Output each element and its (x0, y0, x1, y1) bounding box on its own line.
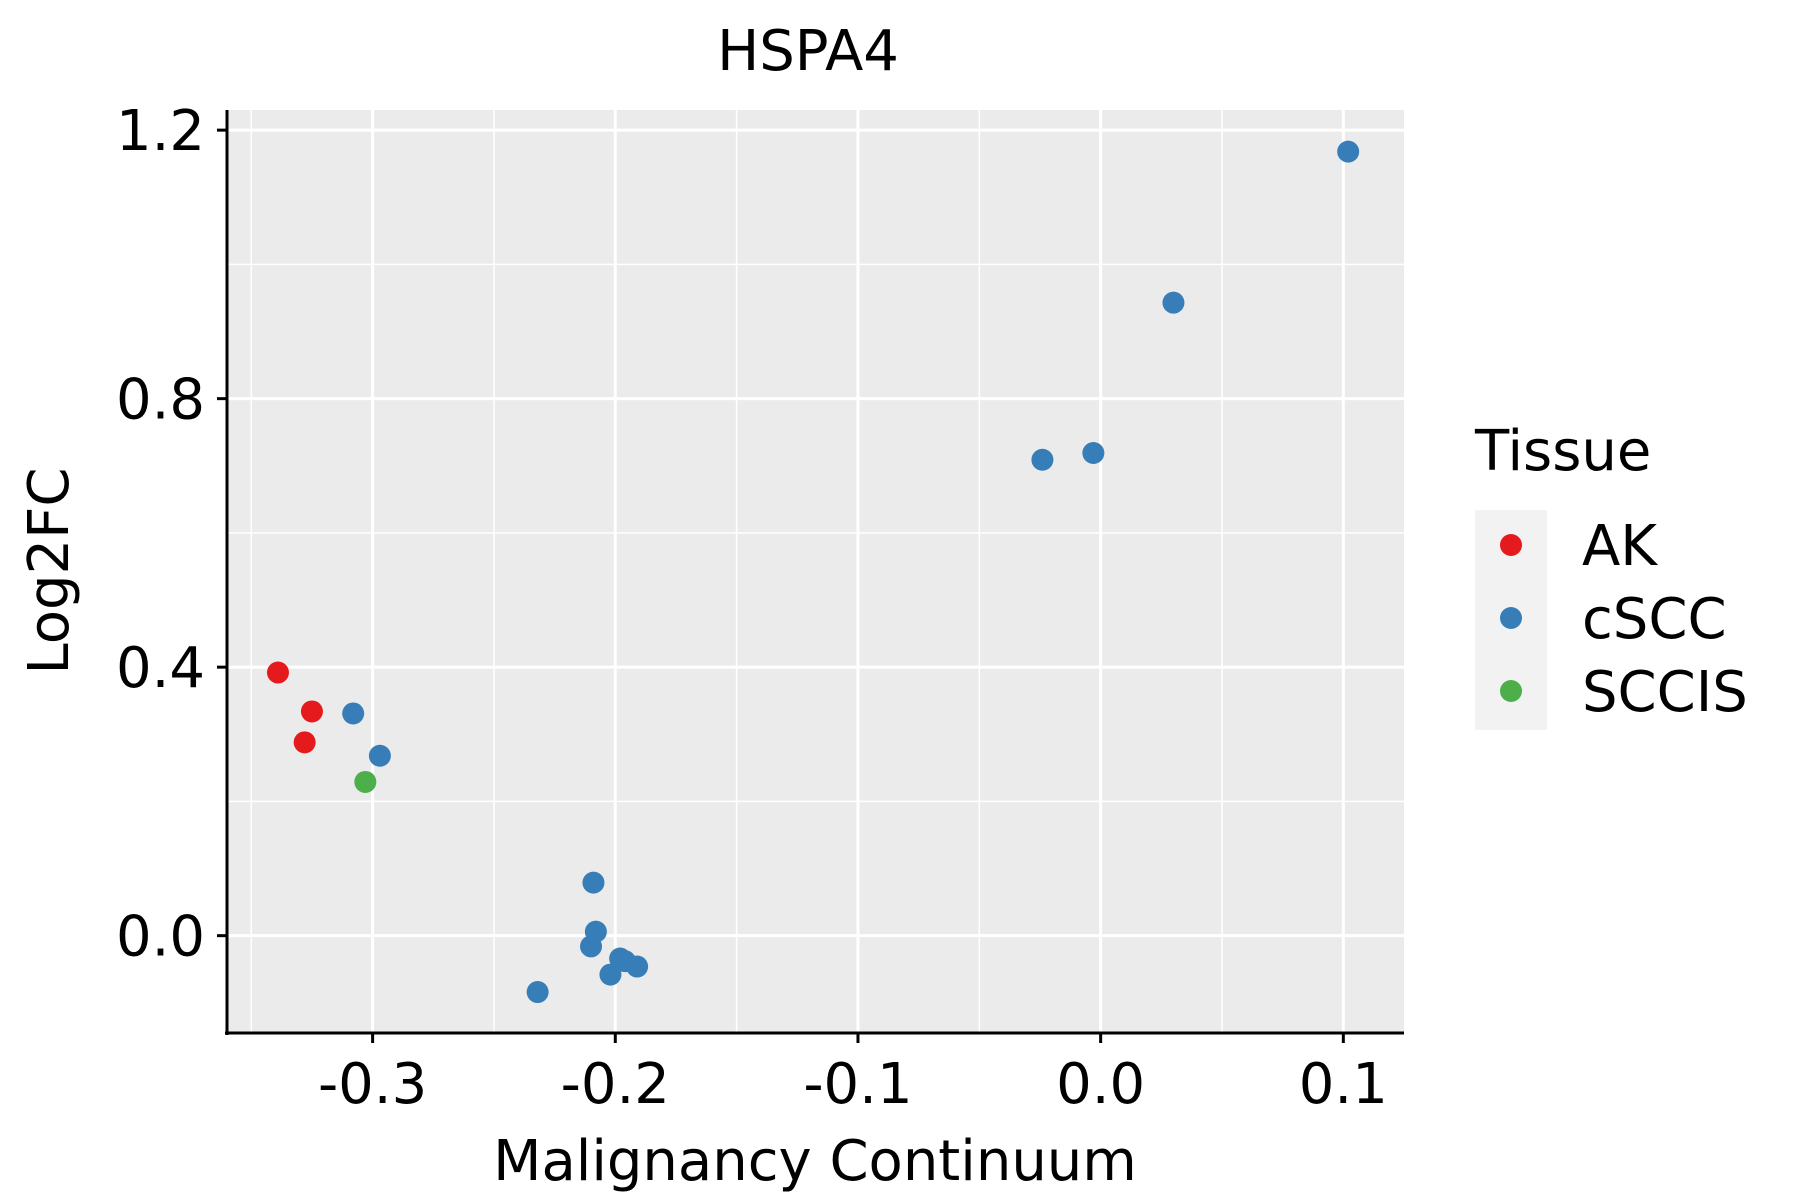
data-point-cscc (599, 963, 622, 986)
y-tick-label: 0.0 (116, 905, 205, 970)
data-point-sccis (354, 770, 377, 793)
major-gridlines (227, 110, 1404, 1033)
legend: Tissue AK cSCC SCCIS (1474, 419, 1748, 730)
legend-label-cscc: cSCC (1582, 587, 1727, 652)
data-point-cscc (580, 935, 603, 958)
data-point-cscc (626, 955, 649, 978)
y-tick-label: 1.2 (116, 99, 205, 164)
data-point-cscc (1337, 140, 1360, 163)
x-axis-title: Malignancy Continuum (493, 1129, 1137, 1194)
x-axis-ticks: -0.3 -0.2 -0.1 0.0 0.1 (318, 1033, 1388, 1117)
y-axis-ticks: 0.0 0.4 0.8 1.2 (116, 99, 227, 970)
minor-gridlines (227, 110, 1404, 1033)
legend-title: Tissue (1474, 419, 1651, 484)
x-tick-label: 0.1 (1299, 1052, 1388, 1117)
x-tick-label: -0.3 (318, 1052, 427, 1117)
x-tick-label: -0.1 (803, 1052, 912, 1117)
chart-title: HSPA4 (717, 19, 899, 84)
data-point-cscc (582, 871, 605, 894)
x-tick-label: 0.0 (1056, 1052, 1145, 1117)
x-tick-label: -0.2 (561, 1052, 670, 1117)
legend-key-ak (1500, 534, 1522, 556)
legend-key-sccis (1500, 680, 1522, 702)
y-tick-label: 0.4 (116, 636, 205, 701)
y-axis-title: Log2FC (17, 468, 82, 675)
data-point-cscc (1162, 291, 1185, 314)
data-point-cscc (1082, 442, 1105, 465)
legend-key-cscc (1500, 607, 1522, 629)
data-point-cscc (1031, 448, 1054, 471)
legend-label-ak: AK (1582, 514, 1658, 579)
legend-items: AK cSCC SCCIS (1500, 514, 1748, 725)
data-point-cscc (368, 744, 391, 767)
data-points (266, 140, 1360, 1004)
data-point-ak (293, 731, 316, 754)
data-point-ak (266, 661, 289, 684)
y-tick-label: 0.8 (116, 368, 205, 433)
data-point-cscc (342, 702, 365, 725)
data-point-ak (300, 700, 323, 723)
plot-panel (227, 110, 1404, 1033)
legend-label-sccis: SCCIS (1582, 660, 1748, 725)
data-point-cscc (526, 981, 549, 1004)
